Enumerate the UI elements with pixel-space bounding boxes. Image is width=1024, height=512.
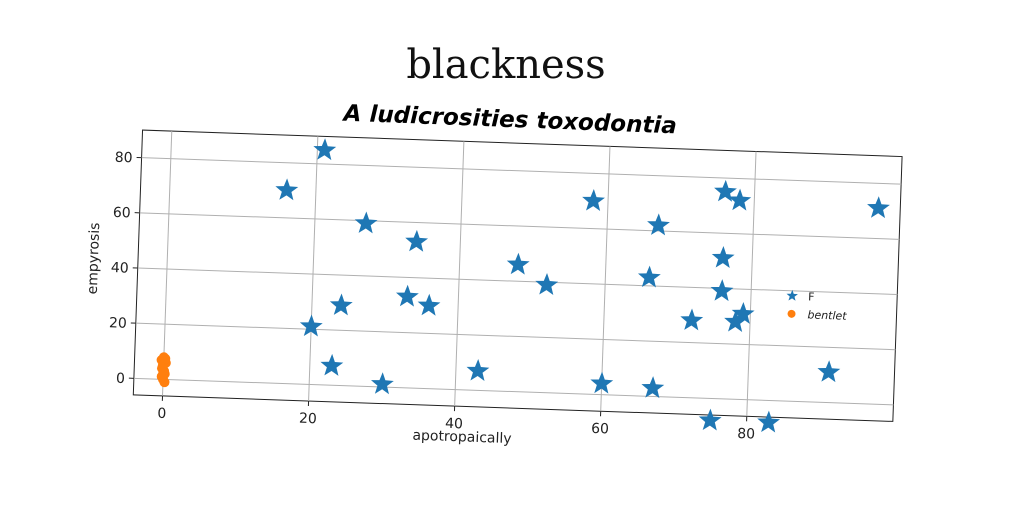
series-f-point	[641, 376, 665, 399]
x-grid-line	[746, 151, 757, 417]
series-f-point	[535, 273, 559, 295]
x-tick-label: 80	[737, 426, 755, 443]
series-f-point	[405, 229, 429, 252]
legend-label-f: F	[808, 290, 815, 303]
series-bentlet-point	[158, 367, 169, 378]
x-grid-line	[600, 146, 611, 412]
x-tick-label: 20	[299, 411, 317, 428]
legend-marker-bentlet	[787, 309, 796, 318]
series-f-point	[680, 308, 704, 331]
series-f-point	[466, 359, 490, 381]
x-tick-label: 60	[591, 421, 609, 438]
series-f-point	[313, 138, 337, 161]
series-f-point	[647, 213, 670, 236]
series-bentlet-point	[160, 353, 171, 364]
series-f-point	[637, 265, 661, 288]
x-grid-line	[308, 136, 319, 402]
x-grid-line	[454, 141, 465, 407]
series-f-point	[354, 211, 378, 234]
x-tick-label: 0	[157, 406, 166, 422]
x-axis-label: apotropaically	[412, 428, 512, 447]
figure-suptitle: blackness	[406, 42, 605, 88]
series-f-point	[711, 246, 735, 268]
series-f-point	[299, 314, 323, 337]
series-f-point	[724, 310, 747, 332]
series-f-point	[867, 196, 890, 219]
y-tick-label: 0	[116, 371, 125, 387]
grid-lines	[133, 131, 902, 417]
y-grid-line	[137, 267, 898, 296]
y-tick-label: 40	[111, 260, 129, 277]
y-tick-label: 80	[114, 150, 132, 167]
series-f-point	[757, 410, 781, 433]
legend-label-bentlet: bentlet	[807, 308, 847, 322]
series-f-point	[371, 372, 394, 395]
series-f-point	[817, 360, 841, 383]
series-f-point	[275, 178, 299, 201]
y-grid-line	[135, 322, 896, 351]
x-tick-label: 40	[445, 416, 463, 433]
y-axis-label: empyrosis	[85, 222, 103, 294]
series-f-point	[506, 252, 530, 275]
legend-marker-f	[786, 289, 798, 301]
data-marks	[156, 138, 890, 433]
series-f-point	[395, 284, 419, 307]
series-f-point	[417, 293, 441, 316]
y-grid-line	[133, 377, 894, 406]
x-grid-line	[162, 131, 173, 396]
series-f-point	[714, 179, 737, 202]
y-tick-label: 60	[113, 205, 131, 222]
series-f-point	[590, 371, 614, 394]
axis-ticks: 0 20 40 60 80 0 20 40 60 80	[109, 150, 756, 443]
series-f-point	[698, 408, 722, 431]
series-f-point	[728, 188, 752, 211]
series-f-point	[582, 189, 605, 211]
y-grid-line	[141, 157, 902, 185]
plot-frame	[132, 129, 903, 422]
series-f-point	[710, 279, 734, 302]
series-f-point	[329, 293, 353, 316]
y-grid-line	[139, 212, 900, 240]
series-f-point	[320, 353, 344, 376]
y-tick-label: 20	[109, 315, 127, 332]
